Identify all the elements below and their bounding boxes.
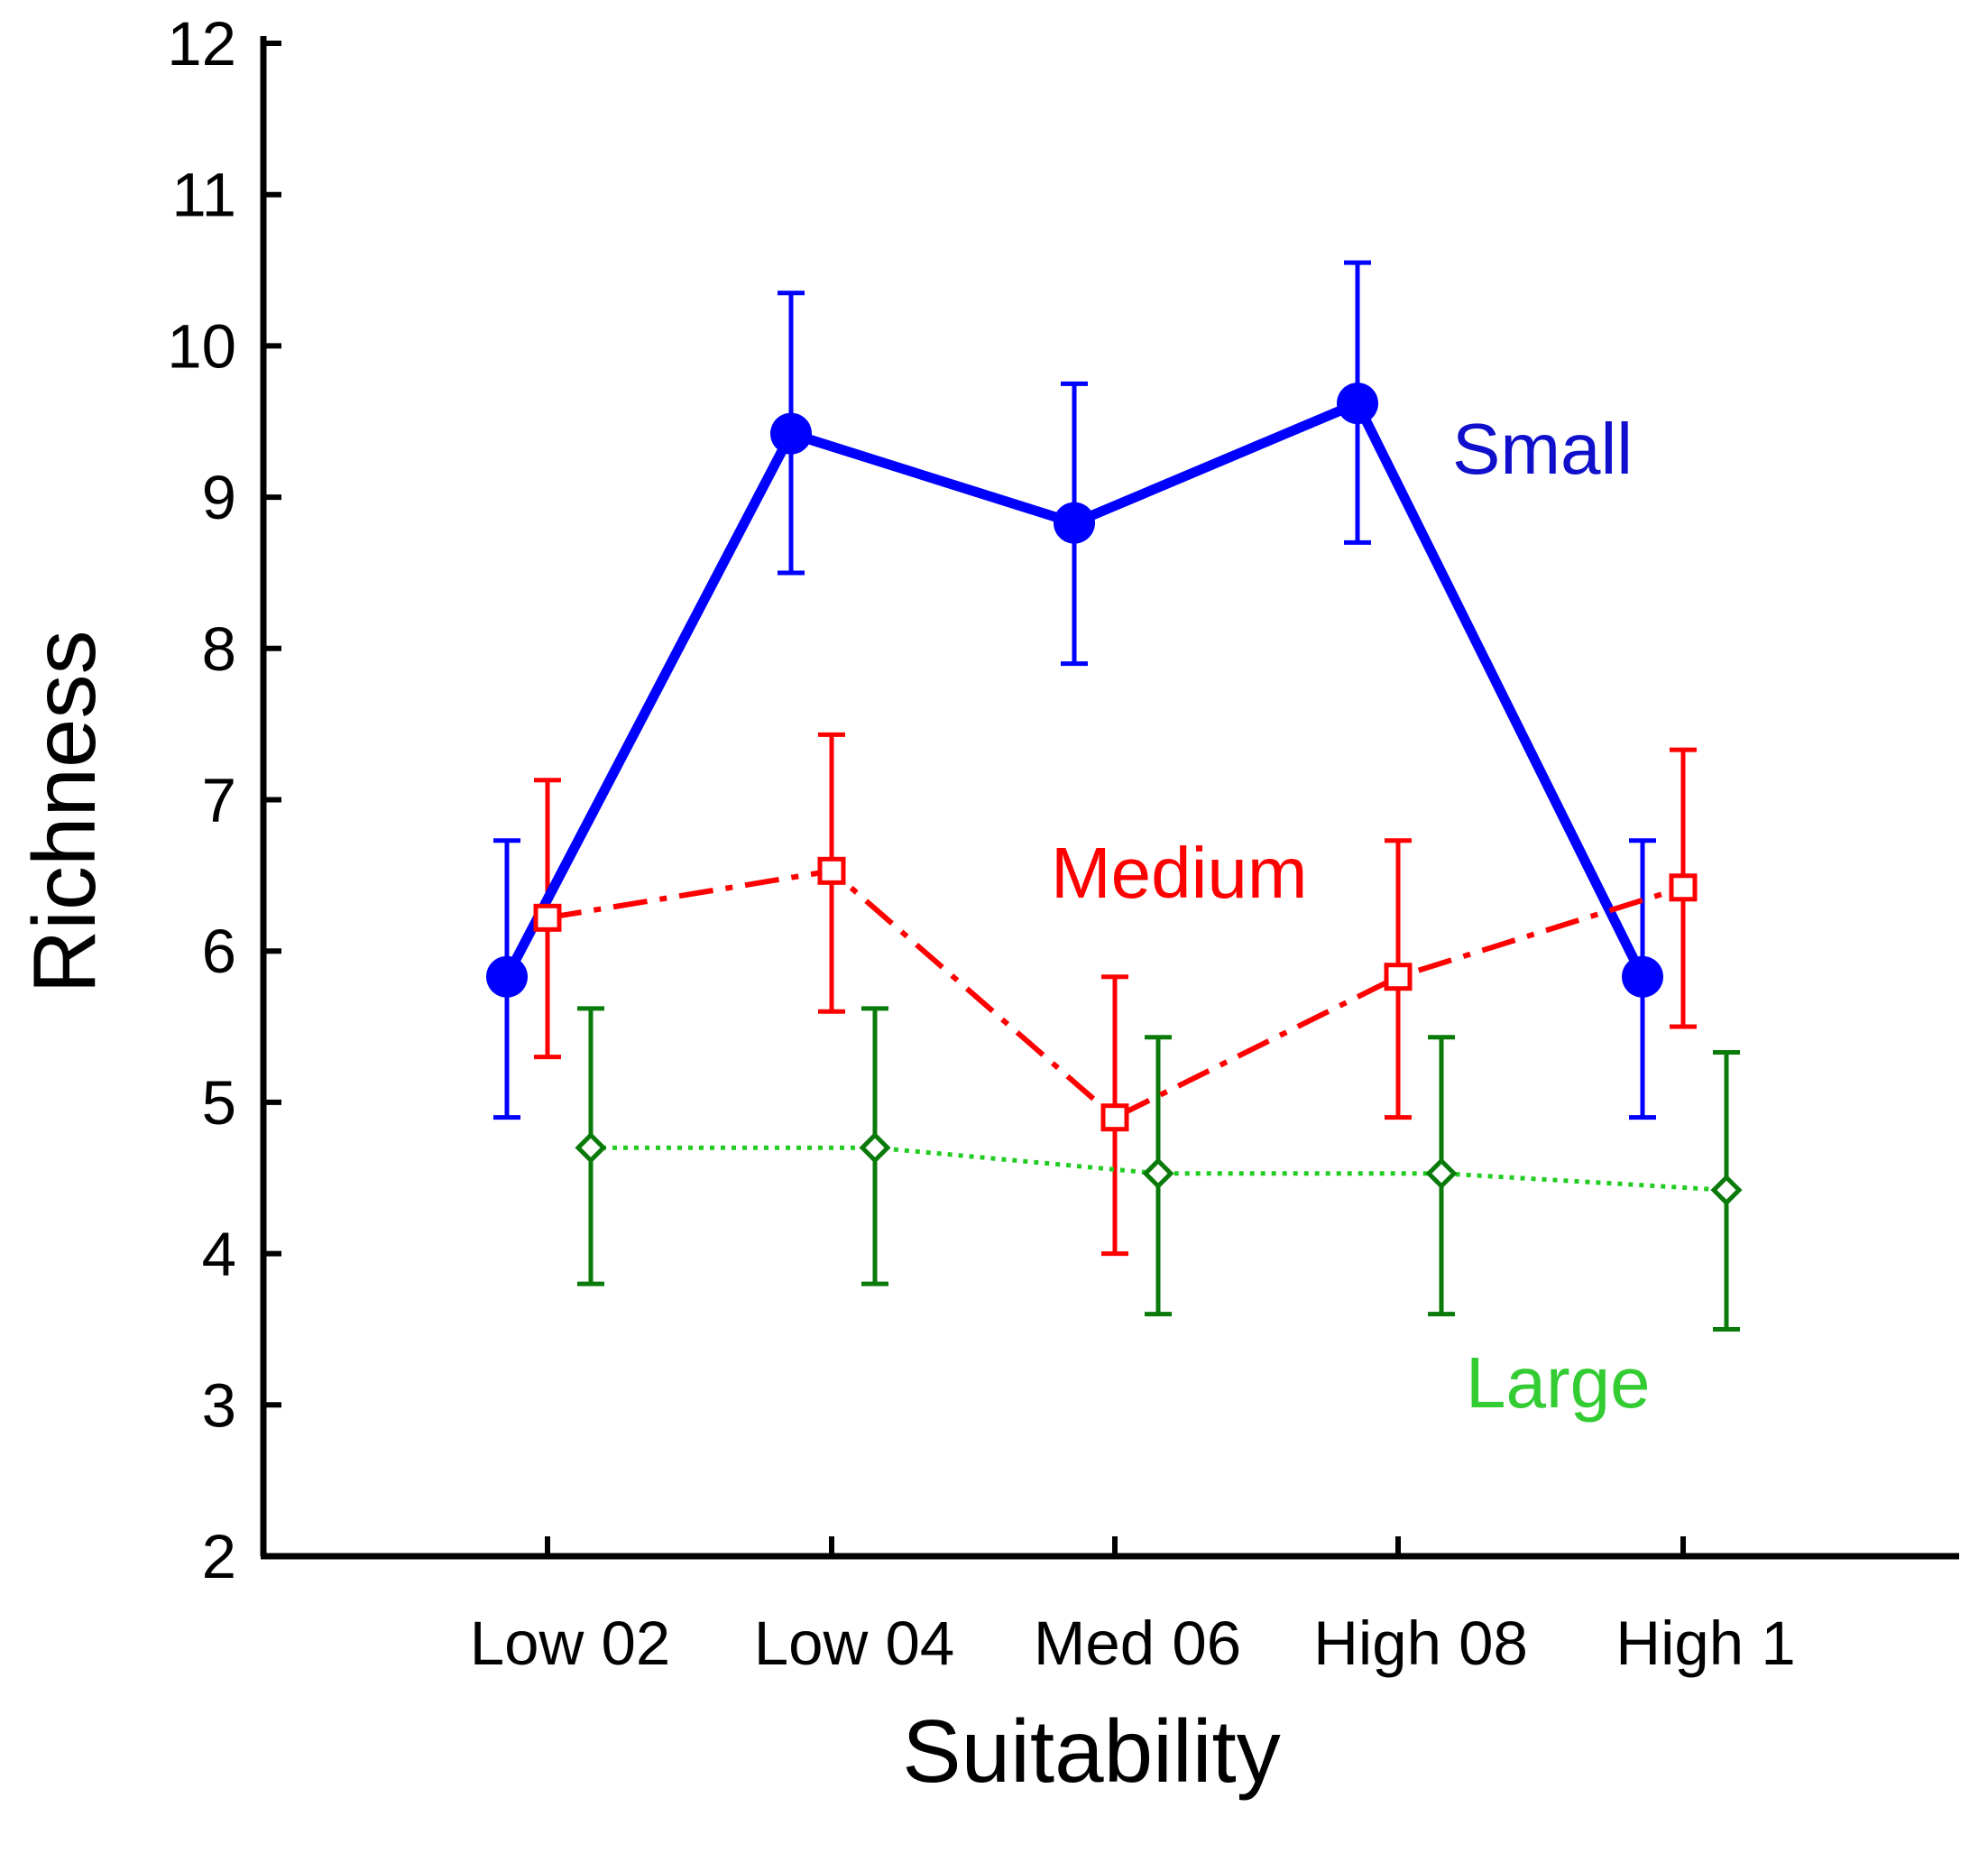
x-axis-ticks: Low 02 Low 04 Med 06 High 08 High 1 [470,1536,1796,1678]
medium-series-line [547,868,1684,1120]
y-tick-label: 5 [202,1068,236,1138]
axes [260,36,1959,1560]
medium-data-point [817,856,846,885]
x-tick-label: Low 02 [470,1609,671,1678]
x-axis-title: Suitability [902,1701,1280,1801]
large-data-point [1142,1157,1174,1190]
y-tick-label: 12 [167,9,236,78]
y-tick-label: 8 [202,614,236,684]
x-tick-label: Low 04 [754,1609,955,1678]
small-data-point [1622,955,1663,998]
large-data-point [1710,1174,1743,1206]
series-labels: Small Medium Large [1051,409,1651,1423]
y-tick-label: 2 [202,1522,236,1591]
small-data-point [486,955,528,998]
large-data-point [859,1131,891,1164]
series-markers [486,383,1743,1206]
small-data-point [770,412,812,455]
medium-data-point [1100,1103,1129,1132]
small-data-point [1054,502,1095,544]
medium-data-point [533,903,562,932]
y-tick-label: 3 [202,1370,236,1440]
y-tick-label: 11 [171,161,236,230]
y-tick-label: 9 [202,463,236,532]
large-series-label: Large [1466,1342,1651,1423]
y-axis-ticks: 2 3 4 5 6 7 8 9 10 11 12 [167,9,281,1591]
medium-data-point [1384,963,1413,991]
y-axis-title: Richness [14,630,114,993]
x-tick-label: High 08 [1313,1609,1528,1678]
y-tick-label: 7 [202,766,236,835]
small-series-label: Small [1452,409,1633,489]
small-data-point [1337,383,1378,425]
y-tick-label: 4 [202,1220,236,1289]
x-tick-label: Med 06 [1034,1609,1241,1678]
large-data-point [575,1131,607,1164]
y-tick-label: 6 [202,917,236,986]
medium-series-label: Medium [1051,833,1308,913]
x-tick-label: High 1 [1615,1609,1795,1678]
medium-data-point [1669,873,1698,902]
y-tick-label: 10 [167,311,236,381]
large-data-point [1425,1157,1458,1190]
